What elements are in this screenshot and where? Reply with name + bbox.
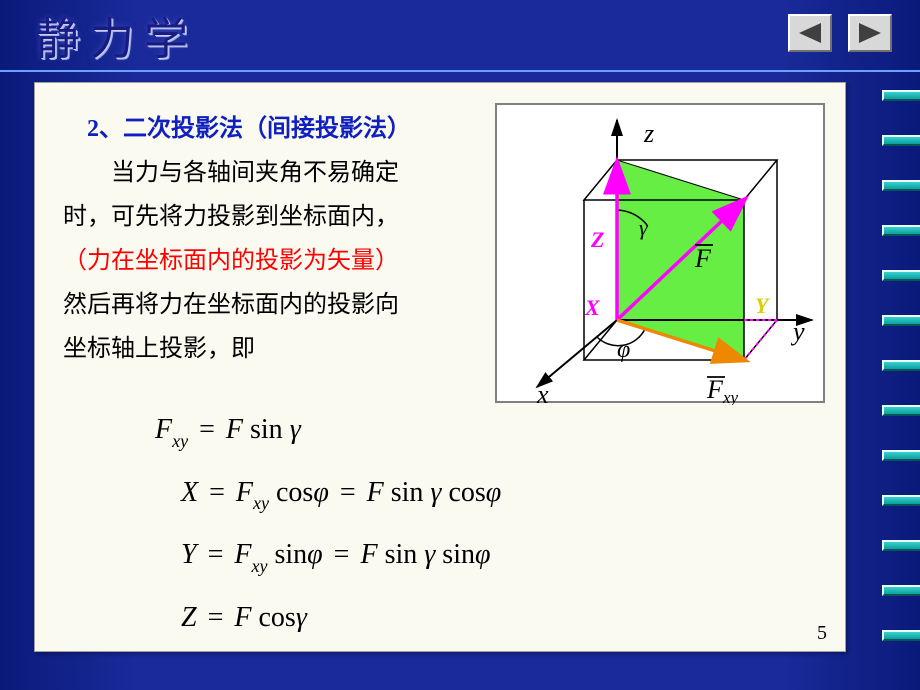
body-line-c: （力在坐标面内的投影为矢量）: [63, 239, 453, 283]
page-number: 5: [817, 622, 827, 645]
body-text: 2、二次投影法（间接投影法） 当力与各轴间夹角不易确定 时，可先将力投影到坐标面…: [63, 107, 453, 371]
next-button[interactable]: [848, 14, 892, 52]
body-line-b: 时，可先将力投影到坐标面内，: [63, 195, 453, 239]
F-label: F: [694, 244, 712, 273]
Fxy-label: F: [706, 375, 724, 404]
dash-icon: [882, 225, 920, 236]
triangle-left-icon: [797, 22, 823, 44]
dash-icon: [882, 360, 920, 371]
Y-label: Y: [755, 293, 771, 318]
X-label: X: [584, 295, 601, 320]
dash-icon: [882, 630, 920, 641]
slide-card: 2、二次投影法（间接投影法） 当力与各轴间夹角不易确定 时，可先将力投影到坐标面…: [34, 82, 846, 652]
gamma-label: γ: [639, 215, 649, 240]
body-line-a: 当力与各轴间夹角不易确定: [63, 151, 453, 195]
Fxy-sub: xy: [722, 388, 739, 405]
dash-icon: [882, 180, 920, 191]
formulas-block: Fxy = F sin γ X = Fxy cosφ = F sin γ cos…: [155, 403, 501, 645]
formula-4: Z = F cosγ: [155, 591, 501, 645]
header-title: 静力学: [36, 3, 198, 67]
dash-icon: [882, 450, 920, 461]
slide-header: 静力学: [0, 0, 920, 72]
dash-icon: [882, 90, 920, 101]
heading-line: 2、二次投影法（间接投影法）: [63, 107, 453, 151]
formula-1: Fxy = F sin γ: [155, 403, 501, 466]
body-line-d: 然后再将力在坐标面内的投影向: [63, 283, 453, 327]
nav-arrows: [788, 14, 892, 52]
axis-z-label: z: [643, 119, 654, 148]
dash-icon: [882, 540, 920, 551]
dash-icon: [882, 135, 920, 146]
phi-label: φ: [617, 337, 630, 363]
triangle-right-icon: [857, 22, 883, 44]
prev-button[interactable]: [788, 14, 832, 52]
dash-icon: [882, 405, 920, 416]
formula-2: X = Fxy cosφ = F sin γ cosφ: [155, 466, 501, 529]
dash-icon: [882, 585, 920, 596]
dash-icon: [882, 495, 920, 506]
dash-icon: [882, 270, 920, 281]
right-decoration: [868, 90, 920, 690]
force-diagram: z y x F F xy X Y Z γ φ: [495, 103, 825, 403]
Z-label: Z: [590, 227, 604, 252]
axis-y-label: y: [790, 317, 805, 346]
axis-x-label: x: [536, 380, 549, 405]
body-line-e: 坐标轴上投影，即: [63, 327, 453, 371]
dash-icon: [882, 315, 920, 326]
formula-3: Y = Fxy sinφ = F sin γ sinφ: [155, 528, 501, 591]
